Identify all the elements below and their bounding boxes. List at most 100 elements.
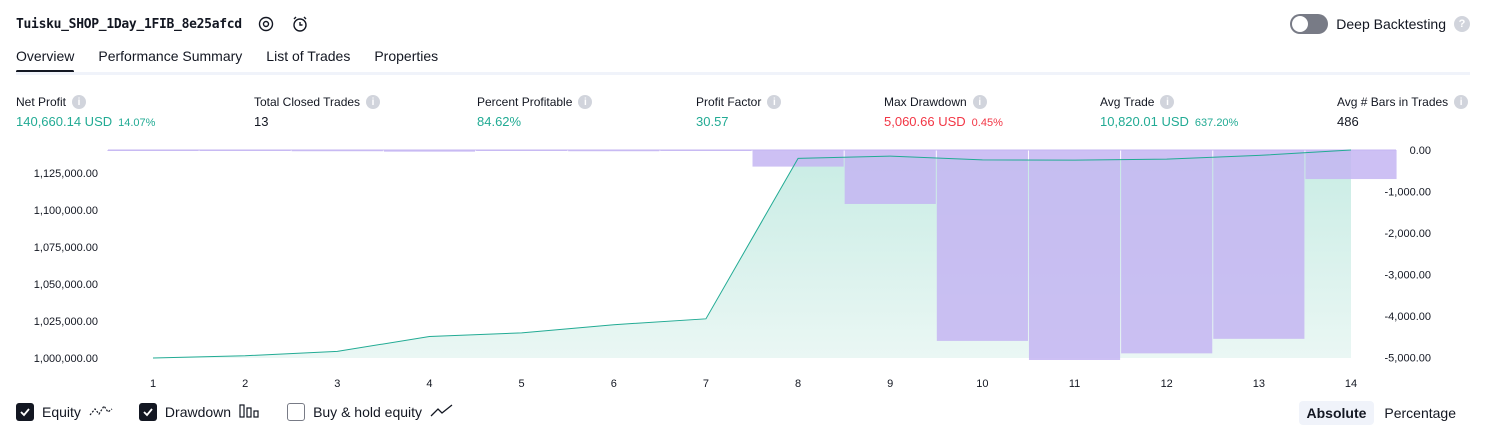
chart-legend: Equity Drawdown Buy & hold equity: [16, 403, 454, 421]
drawdown-bar: [1213, 150, 1305, 339]
legend-equity[interactable]: Equity: [16, 403, 113, 421]
metric-net-profit: Net Profit i 140,660.14 USD 14.07%: [16, 94, 155, 129]
x-axis-tick: 13: [1253, 378, 1265, 390]
metric-label: Avg # Bars in Trades: [1337, 95, 1449, 109]
right-axis-tick: -1,000.00: [1385, 187, 1431, 199]
tab-list-of-trades[interactable]: List of Trades: [266, 48, 351, 64]
metric-value: 84.62%: [477, 114, 522, 129]
metric-avg-trade: Avg Trade i 10,820.01 USD 637.20%: [1100, 94, 1238, 129]
info-icon[interactable]: i: [767, 95, 782, 109]
x-axis-tick: 11: [1069, 378, 1080, 390]
info-icon[interactable]: i: [578, 95, 593, 109]
metric-label: Profit Factor: [696, 95, 762, 109]
drawdown-bar: [383, 150, 476, 152]
metric-label: Avg Trade: [1100, 95, 1155, 109]
tab-properties[interactable]: Properties: [374, 48, 439, 64]
metric-value: 5,060.66 USD: [884, 114, 966, 129]
x-axis-tick: 1: [150, 378, 156, 390]
metric-total-closed-trades: Total Closed Trades i 13: [254, 94, 381, 129]
metric-percent: 14.07%: [118, 117, 156, 129]
checkbox-checked[interactable]: [16, 403, 34, 421]
drawdown-bar: [936, 150, 1028, 341]
help-icon[interactable]: ?: [1454, 16, 1470, 32]
left-axis-tick: 1,000,000.00: [34, 353, 98, 365]
info-icon[interactable]: i: [366, 95, 381, 109]
drawdown-bar: [1121, 150, 1213, 354]
metric-avg-bars: Avg # Bars in Trades i 486: [1337, 94, 1469, 129]
legend-label: Buy & hold equity: [313, 404, 423, 420]
right-axis-tick: -5,000.00: [1385, 353, 1431, 365]
drawdown-bar: [1028, 150, 1121, 360]
legend-label: Equity: [42, 404, 81, 420]
info-icon[interactable]: i: [72, 95, 87, 109]
mode-absolute-button[interactable]: Absolute: [1298, 401, 1375, 425]
drawdown-bar: [1305, 150, 1397, 180]
x-axis-tick: 9: [887, 378, 893, 390]
metric-label: Percent Profitable: [477, 95, 573, 109]
deep-backtesting-label: Deep Backtesting: [1336, 16, 1446, 32]
x-axis-tick: 14: [1345, 378, 1357, 390]
x-axis-tick: 4: [426, 378, 432, 390]
metric-label: Max Drawdown: [884, 95, 967, 109]
strategy-title: Tuisku_SHOP_1Day_1FIB_8e25afcd: [16, 16, 242, 32]
drawdown-bar: [844, 150, 936, 204]
legend-label: Drawdown: [164, 404, 232, 420]
tab-overview[interactable]: Overview: [16, 48, 75, 73]
metric-profit-factor: Profit Factor i 30.57: [696, 94, 782, 129]
right-axis-tick: -4,000.00: [1385, 311, 1431, 323]
x-axis-tick: 2: [242, 378, 248, 390]
x-axis-tick: 6: [611, 378, 617, 390]
metric-value: 486: [1337, 114, 1359, 129]
drawdown-bar: [199, 150, 291, 151]
legend-drawdown[interactable]: Drawdown: [138, 403, 261, 421]
x-axis-tick: 12: [1161, 378, 1173, 390]
left-axis-tick: 1,125,000.00: [34, 168, 98, 180]
deep-backtesting-control: Deep Backtesting ?: [1290, 14, 1470, 34]
drawdown-bar: [568, 150, 660, 152]
right-axis-tick: -3,000.00: [1385, 270, 1431, 282]
gear-icon[interactable]: [256, 14, 276, 34]
metric-percent: 0.45%: [971, 117, 1003, 129]
report-tabs: Overview Performance Summary List of Tra…: [16, 48, 439, 73]
equity-line-icon: [89, 404, 113, 421]
metric-value: 10,820.01 USD: [1100, 114, 1189, 129]
strategy-header: Tuisku_SHOP_1Day_1FIB_8e25afcd: [16, 13, 310, 35]
metric-label: Total Closed Trades: [254, 95, 361, 109]
mode-percentage-button[interactable]: Percentage: [1384, 405, 1456, 421]
info-icon[interactable]: i: [972, 95, 987, 109]
value-mode-switch: Absolute Percentage: [1298, 401, 1465, 425]
metric-percent-profitable: Percent Profitable i 84.62%: [477, 94, 593, 129]
metric-max-drawdown: Max Drawdown i 5,060.66 USD 0.45%: [884, 94, 1003, 129]
metric-value: 13: [254, 114, 269, 129]
metric-value: 30.57: [696, 114, 729, 129]
legend-buy-hold[interactable]: Buy & hold equity: [287, 403, 454, 421]
metric-percent: 637.20%: [1194, 117, 1239, 129]
toggle-knob: [1292, 16, 1309, 32]
checkbox-unchecked[interactable]: [287, 403, 306, 421]
right-axis-tick: 0.00: [1410, 145, 1431, 157]
drawdown-bar: [660, 150, 752, 151]
x-axis-tick: 8: [795, 378, 801, 390]
drawdown-bar: [107, 150, 199, 151]
right-axis-tick: -2,000.00: [1385, 228, 1431, 240]
left-axis-tick: 1,025,000.00: [34, 316, 98, 328]
x-axis-tick: 10: [976, 378, 988, 390]
tabs-divider: [16, 72, 1470, 75]
metric-value: 140,660.14 USD: [16, 114, 113, 129]
equity-line: [152, 149, 1352, 359]
metric-label: Net Profit: [16, 95, 67, 109]
info-icon[interactable]: i: [1454, 95, 1469, 109]
info-icon[interactable]: i: [1160, 95, 1175, 109]
checkbox-checked[interactable]: [138, 403, 157, 421]
tab-performance-summary[interactable]: Performance Summary: [98, 48, 243, 64]
drawdown-bars-icon: [239, 403, 261, 421]
deep-backtesting-toggle[interactable]: [1290, 14, 1329, 34]
alarm-clock-add-icon[interactable]: [290, 14, 310, 34]
buy-hold-line-icon: [430, 403, 454, 421]
drawdown-bar: [291, 150, 383, 152]
drawdown-bar: [476, 150, 568, 151]
x-axis-tick: 7: [703, 378, 709, 390]
left-axis-tick: 1,050,000.00: [34, 279, 98, 291]
equity-drawdown-chart: 1,000,000.00 1,025,000.00 1,050,000.00 1,07…: [34, 145, 1431, 390]
x-axis-tick: 3: [334, 378, 340, 390]
